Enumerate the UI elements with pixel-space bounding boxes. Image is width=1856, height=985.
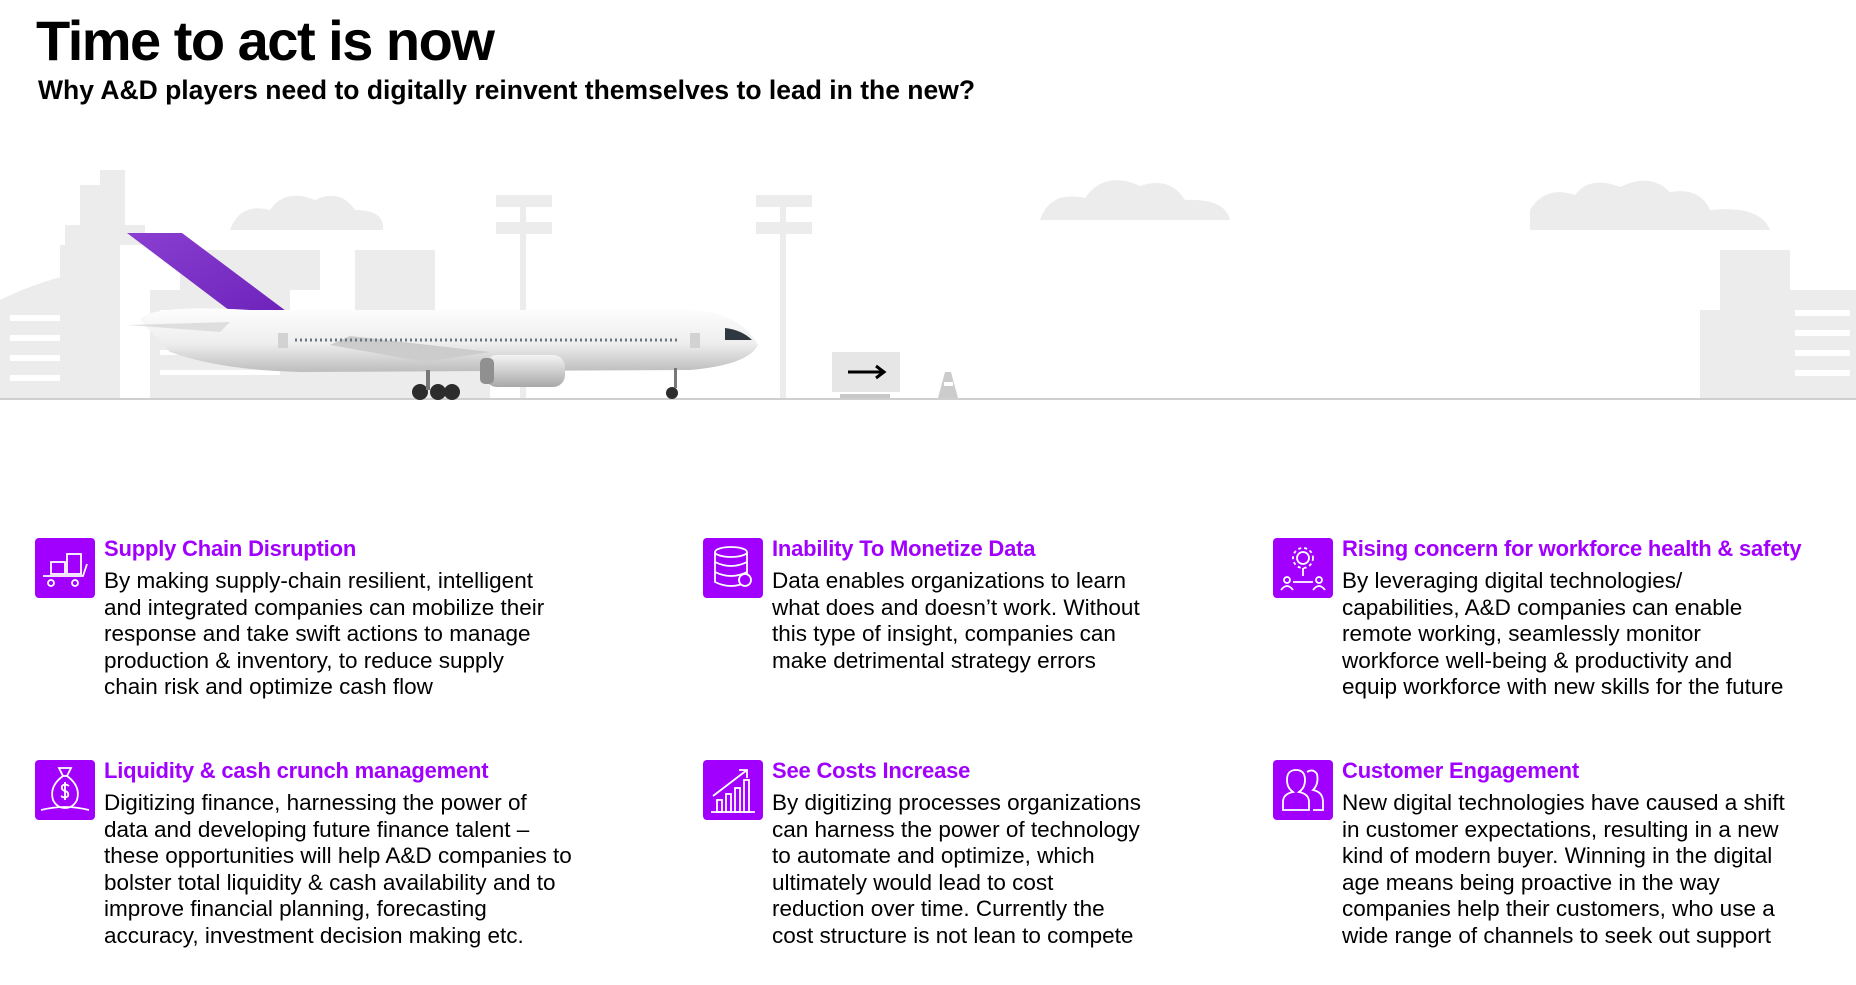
card-title: See Costs Increase: [772, 758, 971, 783]
workforce-network-icon: [1273, 538, 1333, 598]
page-subtitle: Why A&D players need to digitally reinve…: [38, 75, 976, 105]
money-bag-icon: [35, 760, 95, 820]
card-description: Digitizing finance, harnessing the power…: [104, 790, 572, 948]
customers-icon: [1273, 760, 1333, 820]
airport-scene-illustration: [0, 140, 1856, 480]
card-description: Data enables organizations to learn what …: [772, 568, 1140, 673]
card-description: New digital technologies have caused a s…: [1342, 790, 1785, 948]
card-title: Rising concern for workforce health & sa…: [1342, 536, 1802, 561]
card-title: Supply Chain Disruption: [104, 536, 357, 561]
card-description: By digitizing processes organizations can…: [772, 790, 1141, 948]
card-title: Inability To Monetize Data: [772, 536, 1036, 561]
card-title: Liquidity & cash crunch management: [104, 758, 489, 783]
card-description: By leveraging digital technologies/capab…: [1342, 568, 1784, 700]
supply-chain-cart-icon: [35, 538, 95, 598]
card-description: By making supply-chain resilient, intell…: [104, 568, 545, 700]
database-icon: [703, 538, 763, 598]
page-title: Time to act is now: [36, 9, 495, 72]
card-title: Customer Engagement: [1342, 758, 1580, 783]
rising-chart-icon: [703, 760, 763, 820]
